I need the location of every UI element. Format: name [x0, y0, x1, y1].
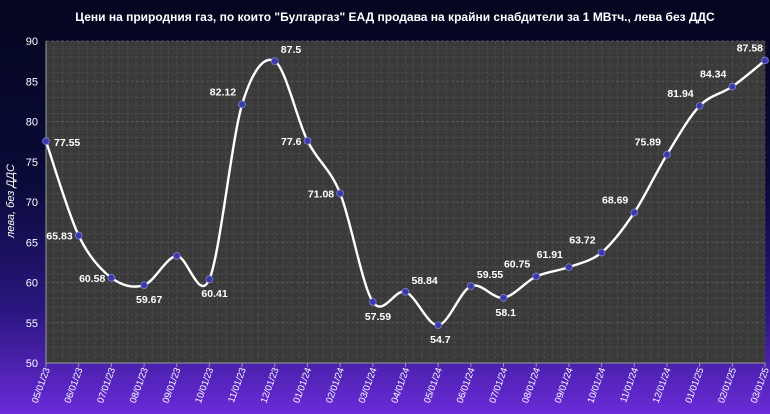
chart-title: Цени на природния газ, по които "Булгарг…	[75, 10, 715, 24]
x-tick-label: 12/01/23	[259, 366, 282, 405]
data-point	[434, 321, 442, 329]
data-point	[205, 275, 214, 283]
data-label: 84.34	[700, 69, 726, 81]
data-point	[467, 282, 475, 290]
x-tick-label: 12/01/24	[651, 366, 674, 405]
y-tick-label: 80	[26, 117, 38, 129]
data-point	[695, 102, 704, 110]
x-tick-label: 11/01/24	[618, 366, 641, 404]
data-label: 54.7	[430, 334, 451, 346]
data-label: 57.59	[365, 311, 391, 323]
data-label: 68.69	[602, 195, 628, 207]
y-tick-label: 85	[26, 76, 38, 88]
data-label: 65.83	[46, 231, 72, 243]
data-point	[270, 57, 279, 65]
x-tick-label: 02/01/25	[716, 366, 739, 405]
y-tick-label: 90	[26, 36, 38, 48]
data-label: 60.75	[504, 258, 530, 270]
y-axis-label: лева, без ДДС	[5, 164, 17, 239]
x-tick-label: 06/01/23	[63, 366, 86, 405]
y-tick-label: 70	[26, 197, 38, 209]
x-tick-label: 09/01/23	[161, 366, 184, 405]
x-tick-label: 10/01/23	[193, 366, 216, 405]
data-point	[74, 231, 83, 240]
data-label: 75.89	[635, 137, 661, 149]
data-label: 77.6	[281, 136, 302, 148]
x-tick-label: 08/01/23	[128, 366, 151, 405]
x-tick-label: 01/01/24	[291, 366, 314, 405]
x-tick-label: 02/01/24	[324, 366, 347, 405]
x-tick-label: 08/01/24	[520, 366, 543, 405]
data-point	[532, 272, 541, 281]
data-point	[140, 281, 148, 289]
x-tick-label: 11/01/23	[226, 366, 249, 404]
data-label: 58.84	[412, 275, 438, 287]
data-label: 60.41	[201, 288, 227, 300]
x-tick-label: 03/01/24	[357, 366, 380, 405]
data-label: 63.72	[569, 235, 595, 247]
x-tick-label: 04/01/24	[389, 366, 412, 405]
x-tick-label: 07/01/24	[487, 366, 510, 405]
plot-area	[45, 40, 766, 364]
data-point	[107, 274, 116, 282]
y-tick-label: 55	[26, 318, 38, 330]
data-point	[663, 150, 671, 159]
data-point	[303, 137, 312, 145]
data-point	[238, 100, 246, 109]
y-tick-label: 60	[26, 278, 38, 290]
x-tick-label: 03/01/25	[749, 366, 770, 405]
data-label: 87.58	[737, 42, 763, 54]
data-point	[499, 293, 508, 302]
data-point	[401, 288, 410, 296]
data-label: 71.08	[308, 188, 334, 200]
y-tick-label: 65	[26, 237, 38, 249]
y-tick-label: 50	[26, 358, 38, 370]
data-label: 87.5	[281, 44, 302, 56]
data-label: 60.58	[79, 273, 105, 285]
data-point	[369, 298, 377, 306]
data-point	[630, 208, 639, 217]
y-tick-label: 75	[26, 157, 38, 169]
data-label: 61.91	[537, 249, 563, 261]
x-tick-label: 07/01/23	[95, 366, 118, 405]
x-tick-label: 05/01/23	[30, 366, 53, 405]
data-point	[336, 189, 344, 198]
data-label: 82.12	[210, 86, 236, 98]
data-label: 77.55	[54, 137, 80, 149]
data-label: 59.55	[477, 269, 503, 281]
data-label: 59.67	[136, 294, 162, 306]
data-label: 81.94	[667, 88, 693, 100]
x-tick-label: 06/01/24	[455, 366, 478, 405]
x-tick-label: 05/01/24	[422, 366, 445, 405]
data-point	[172, 252, 181, 260]
x-tick-label: 09/01/24	[553, 366, 576, 405]
data-label: 58.1	[496, 307, 517, 319]
x-tick-label: 01/01/25	[683, 366, 706, 405]
data-point	[42, 137, 50, 146]
grid	[45, 40, 766, 364]
data-point	[728, 82, 737, 91]
data-point	[761, 56, 769, 65]
data-point	[597, 248, 606, 257]
data-point	[565, 263, 573, 271]
x-tick-label: 10/01/24	[585, 366, 608, 405]
